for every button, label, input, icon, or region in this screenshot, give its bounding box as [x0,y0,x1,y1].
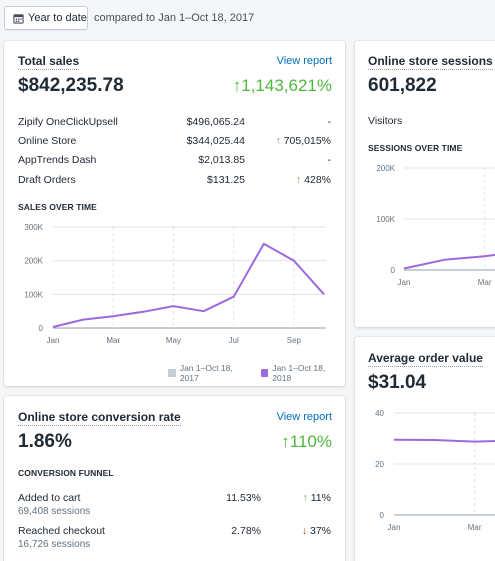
x-tick-label: May [166,336,181,345]
sessions-over-time-chart: 0 100K 200K Jan Mar [376,164,495,287]
total-sales-value: $842,235.78 [18,75,124,96]
y-tick-label: 40 [375,409,384,418]
date-range-label: Year to date [28,12,87,24]
compared-text: compared to Jan 1–Oct 18, 2017 [94,12,255,24]
sessions-chart-label: SESSIONS OVER TIME [368,143,463,153]
x-tick-label: Jan [388,523,401,532]
conversion-title[interactable]: Online store conversion rate [18,410,181,426]
sales-over-time-chart: 0 100K 200K 300K Jan Mar May Jul Sep [24,223,326,345]
arrow-up-icon: ↑ [295,174,305,186]
aov-title[interactable]: Average order value [368,351,483,367]
sales-row-label: Zipify OneClickUpsell [18,116,118,128]
total-sales-card: Total sales View report $842,235.78 ↑1,1… [4,41,345,386]
sales-row-change: ↑ 428% [295,174,331,186]
sales-row-value: $344,025.44 [186,135,245,147]
y-tick-label: 300K [24,223,43,232]
funnel-step-change: ↓ 37% [301,525,331,537]
series-line [52,242,325,328]
funnel-step-change: ↑ 11% [302,492,331,504]
y-tick-label: 0 [39,324,44,333]
y-tick-label: 0 [380,511,385,520]
legend-swatch-2017 [168,369,176,377]
series-line [403,253,495,270]
y-tick-label: 100K [24,290,43,299]
x-tick-label: Jan [47,336,60,345]
series-line [393,438,495,443]
y-tick-label: 200K [376,164,395,173]
y-tick-label: 100K [376,215,395,224]
calendar-icon [13,13,24,24]
total-sales-title[interactable]: Total sales [18,54,80,70]
x-tick-label: Sep [287,336,302,345]
sales-row-change: - [327,154,332,166]
legend-item-2017: Jan 1–Oct 18, 2017 [179,363,233,383]
sessions-title[interactable]: Online store sessions [368,54,493,70]
legend-swatch-2018 [260,369,269,377]
y-tick-label: 200K [24,257,43,266]
x-tick-label: Mar [106,336,120,345]
sales-chart-label: SALES OVER TIME [18,202,97,212]
sales-row-label: Draft Orders [18,174,76,186]
sales-row-change: - [327,116,332,128]
arrow-up-icon: ↑ [281,432,290,451]
aov-value: $31.04 [368,372,427,393]
sessions-value: 601,822 [368,75,437,96]
x-tick-label: Mar [478,278,492,287]
funnel-step-sessions: 69,408 sessions [18,506,91,517]
x-tick-label: Mar [468,523,482,532]
arrow-up-icon: ↑ [275,135,284,147]
date-range-button[interactable]: Year to date [4,6,88,30]
view-report-link[interactable]: View report [276,55,332,67]
sales-row-label: Online Store [18,135,77,147]
sales-row-label: AppTrends Dash [18,154,97,166]
arrow-down-icon: ↓ [301,525,310,537]
conversion-value: 1.86% [18,431,72,452]
arrow-up-icon: ↑ [232,76,242,95]
funnel-step-label: Added to cart [18,492,81,504]
sales-row-value: $131.25 [207,174,245,186]
x-tick-label: Jan [398,278,411,287]
conversion-rate-card: Online store conversion rate View report… [4,396,345,561]
chart-legend: Jan 1–Oct 18, 2017 Jan 1–Oct 18, 2018 [168,363,345,383]
toolbar: Year to date compared to Jan 1–Oct 18, 2… [0,0,495,36]
arrow-up-icon: ↑ [302,492,311,504]
funnel-step-rate: 2.78% [231,525,261,537]
visitors-label: Visitors [368,115,403,127]
sales-row-change: ↑ 705,015% [275,135,331,147]
sales-row-value: $496,065.24 [186,116,245,128]
conversion-change: ↑110% [281,432,332,451]
y-tick-label: 0 [391,266,396,275]
sessions-card: Online store sessions 601,822 Visitors S… [355,41,495,327]
y-tick-label: 20 [375,460,384,469]
funnel-step-sessions: 16,726 sessions [18,539,91,550]
total-sales-change: ↑1,143,621% [232,76,332,95]
sales-row-value: $2,013.85 [198,154,245,166]
aov-card: Average order value $31.04 0 20 40 Jan Mar [355,337,495,561]
view-report-link[interactable]: View report [276,411,332,423]
x-tick-label: Jul [229,336,239,345]
legend-item-2018: Jan 1–Oct 18, 2018 [272,363,326,383]
aov-chart: 0 20 40 Jan Mar [375,409,495,532]
funnel-step-label: Reached checkout [18,525,105,537]
funnel-step-rate: 11.53% [226,492,261,504]
funnel-label: CONVERSION FUNNEL [18,468,114,478]
